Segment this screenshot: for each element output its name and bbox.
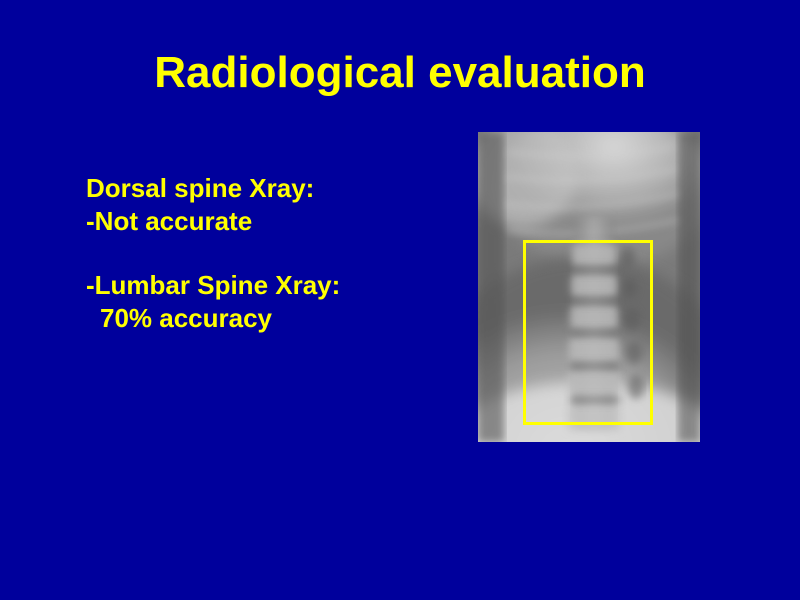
xray-image bbox=[478, 132, 700, 442]
blank-line bbox=[86, 237, 446, 269]
slide-title: Radiological evaluation bbox=[0, 48, 800, 98]
line-dorsal-heading: Dorsal spine Xray: bbox=[86, 172, 446, 205]
text-lumbar: Lumbar Spine Xray: bbox=[95, 270, 341, 300]
text-not-accurate: Not accurate bbox=[95, 206, 253, 236]
line-not-accurate: -Not accurate bbox=[86, 205, 446, 238]
line-lumbar-heading: -Lumbar Spine Xray: bbox=[86, 269, 446, 302]
body-text: Dorsal spine Xray: -Not accurate -Lumbar… bbox=[86, 172, 446, 334]
dash-1: - bbox=[86, 206, 95, 236]
dash-2: - bbox=[86, 270, 95, 300]
line-accuracy: 70% accuracy bbox=[86, 302, 446, 335]
roi-highlight-box bbox=[523, 240, 653, 425]
